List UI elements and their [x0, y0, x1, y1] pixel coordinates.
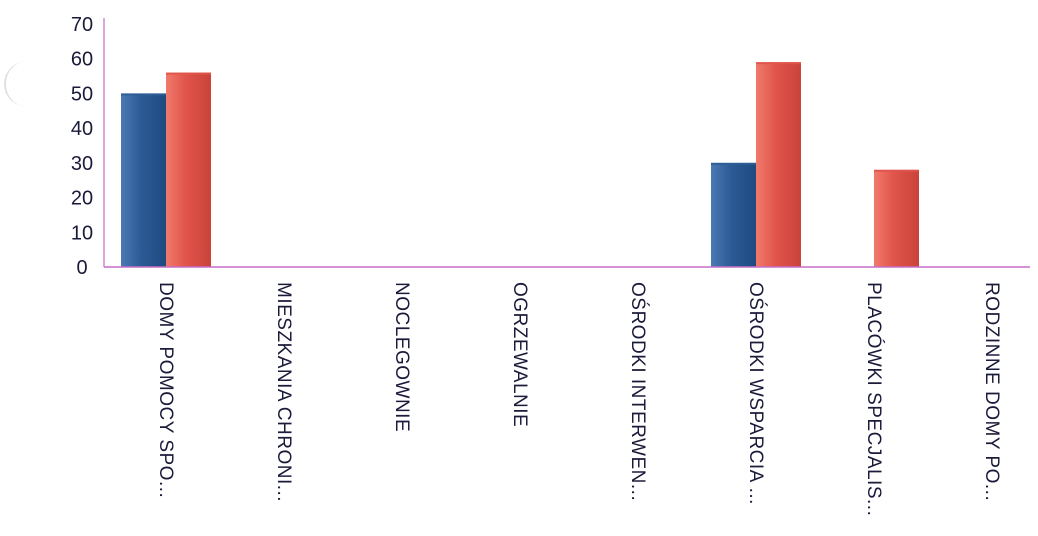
- y-tick-label: 30: [71, 153, 93, 175]
- x-category-label: MIESZKANIA CHRONI...: [273, 282, 294, 502]
- bar-series-2: [874, 169, 919, 267]
- y-tick-label: 40: [71, 118, 93, 140]
- x-category-label: PLACÓWKI SPECJALIS...: [863, 282, 885, 516]
- bar-series-1: [121, 93, 166, 267]
- x-category-label: OŚRODKI INTERWEN...: [627, 282, 649, 501]
- y-tick-label: 60: [71, 49, 93, 71]
- x-category-label: DOMY POMOCY SPO...: [155, 282, 176, 498]
- y-axis-ticks: 0 10 20 30 40 50 60 70: [71, 14, 93, 279]
- bar-series-2: [756, 62, 801, 267]
- bar-top-edge: [121, 93, 166, 96]
- x-axis-labels: DOMY POMOCY SPO... MIESZKANIA CHRONI... NO…: [155, 282, 1002, 516]
- x-category-label: OGRZEWALNIE: [509, 282, 530, 427]
- bar-top-edge: [711, 162, 756, 165]
- y-tick-label: 10: [71, 222, 93, 244]
- y-tick-label: 20: [71, 188, 93, 210]
- x-category-label: NOCLEGOWNIE: [391, 282, 412, 432]
- x-category-label: OŚRODKI WSPARCIA ...: [745, 282, 767, 505]
- y-tick-label: 50: [71, 83, 93, 105]
- bar-series-1: [711, 162, 756, 267]
- bar-top-edge: [874, 169, 919, 172]
- bar-series-2: [166, 72, 211, 267]
- x-category-label: RODZINNE DOMY PO...: [981, 282, 1002, 501]
- y-tick-label: 0: [76, 257, 87, 279]
- bar-top-edge: [166, 72, 211, 75]
- bars: [121, 62, 919, 267]
- y-tick-label: 70: [71, 14, 93, 36]
- scan-artifact: [4, 62, 46, 106]
- bar-top-edge: [756, 62, 801, 65]
- axes: [103, 18, 1030, 268]
